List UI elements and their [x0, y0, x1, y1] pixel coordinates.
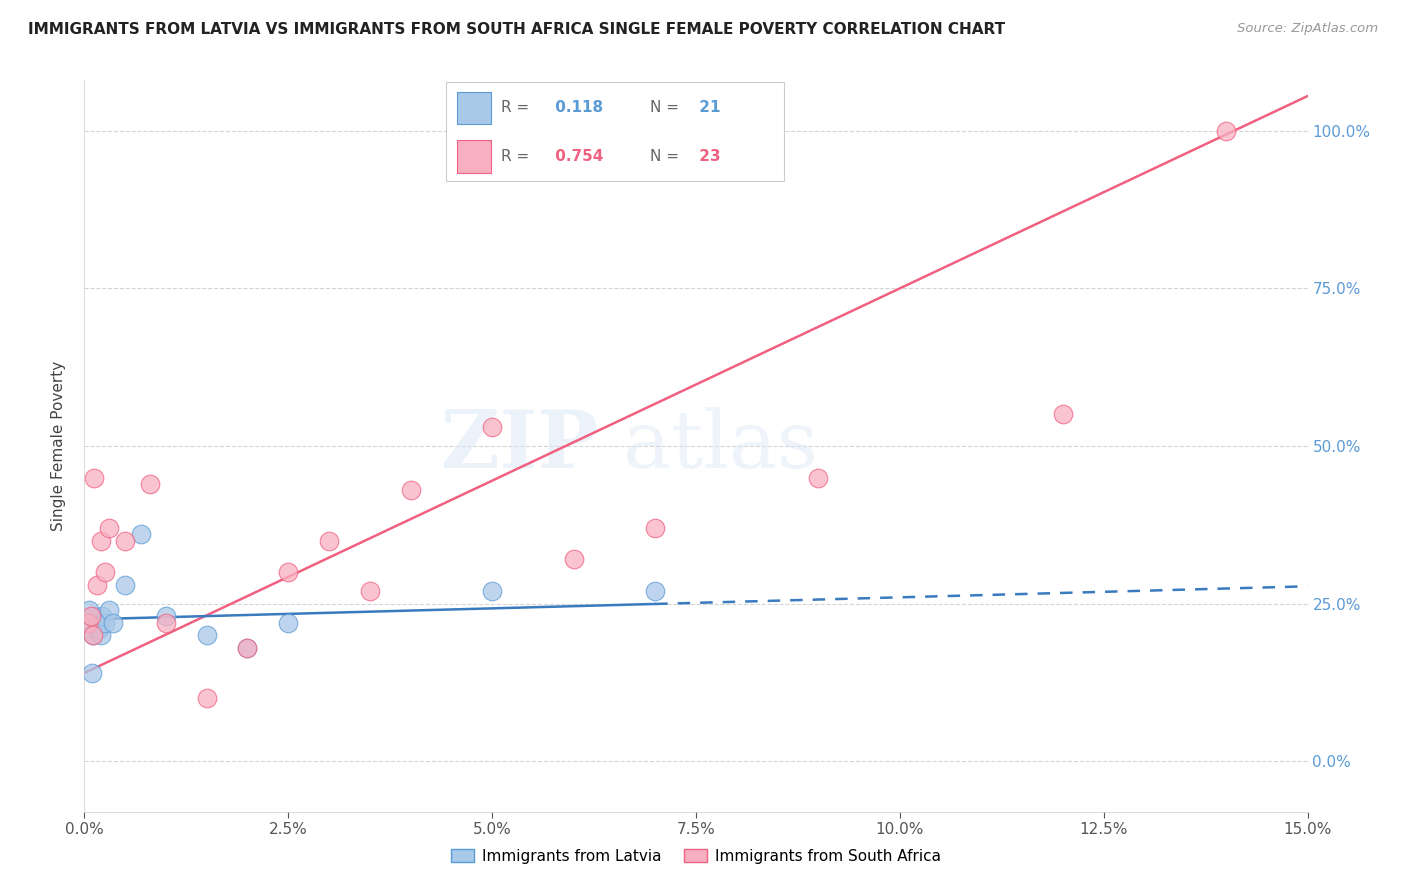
Point — [644, 521, 666, 535]
Point — [236, 640, 259, 655]
Point — [77, 603, 100, 617]
Point — [562, 552, 585, 566]
Point — [82, 628, 104, 642]
FancyBboxPatch shape — [457, 140, 491, 173]
Text: R =: R = — [502, 149, 530, 164]
Point — [86, 578, 108, 592]
Text: ZIP: ZIP — [441, 407, 598, 485]
Point — [481, 420, 503, 434]
Point — [1215, 124, 1237, 138]
Point — [80, 665, 103, 680]
Text: 21: 21 — [695, 101, 721, 115]
Point — [86, 615, 108, 630]
FancyBboxPatch shape — [457, 92, 491, 124]
Point — [155, 615, 177, 630]
Point — [97, 603, 120, 617]
Point — [77, 615, 100, 630]
Point — [114, 533, 136, 548]
Point — [82, 628, 104, 642]
Point — [93, 565, 115, 579]
Point — [481, 584, 503, 599]
Point — [87, 622, 110, 636]
Point — [101, 615, 124, 630]
Text: R =: R = — [502, 101, 530, 115]
Point — [91, 609, 114, 624]
Text: N =: N = — [650, 101, 679, 115]
Point — [318, 533, 340, 548]
Text: atlas: atlas — [623, 407, 818, 485]
Point — [155, 609, 177, 624]
Point — [97, 521, 120, 535]
Point — [80, 609, 103, 624]
Point — [80, 622, 103, 636]
Point — [277, 565, 299, 579]
Text: IMMIGRANTS FROM LATVIA VS IMMIGRANTS FROM SOUTH AFRICA SINGLE FEMALE POVERTY COR: IMMIGRANTS FROM LATVIA VS IMMIGRANTS FRO… — [28, 22, 1005, 37]
Point — [644, 584, 666, 599]
Text: 0.118: 0.118 — [550, 101, 603, 115]
Point — [807, 470, 830, 484]
Point — [236, 640, 259, 655]
Point — [1052, 408, 1074, 422]
Point — [277, 615, 299, 630]
Point — [90, 533, 112, 548]
Point — [83, 470, 105, 484]
Point — [195, 691, 218, 706]
Point — [77, 615, 100, 630]
Text: 23: 23 — [695, 149, 721, 164]
Point — [195, 628, 218, 642]
Point — [131, 527, 153, 541]
Legend: Immigrants from Latvia, Immigrants from South Africa: Immigrants from Latvia, Immigrants from … — [446, 843, 946, 870]
Point — [359, 584, 381, 599]
Text: Source: ZipAtlas.com: Source: ZipAtlas.com — [1237, 22, 1378, 36]
Point — [93, 615, 115, 630]
Point — [138, 476, 160, 491]
Point — [83, 609, 105, 624]
Point — [399, 483, 422, 497]
FancyBboxPatch shape — [446, 82, 785, 181]
Text: 0.754: 0.754 — [550, 149, 603, 164]
Point — [90, 628, 112, 642]
Y-axis label: Single Female Poverty: Single Female Poverty — [51, 361, 66, 531]
Text: N =: N = — [650, 149, 679, 164]
Point — [114, 578, 136, 592]
